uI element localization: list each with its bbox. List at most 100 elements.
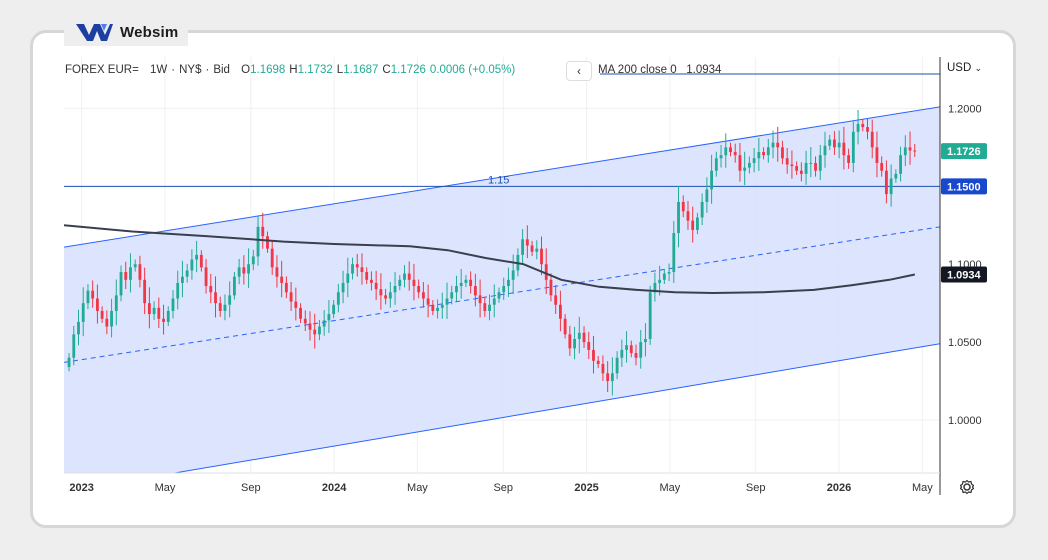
candle	[129, 253, 132, 293]
candle-body	[662, 273, 666, 280]
x-tick-label: Sep	[241, 482, 261, 494]
candle-body	[549, 279, 553, 296]
collapse-legend-button[interactable]: ‹	[566, 61, 592, 81]
candle-body	[336, 292, 340, 305]
candle-body	[483, 303, 487, 311]
candle	[861, 119, 865, 132]
candle	[582, 326, 586, 349]
candle	[577, 316, 581, 354]
candle	[346, 257, 350, 298]
candle-body	[729, 147, 732, 153]
candle-body	[747, 162, 751, 168]
candle	[388, 281, 392, 308]
ma-price-badge-text: 1.0934	[947, 270, 982, 282]
plot-area: 1.15	[64, 57, 940, 473]
candle-body	[880, 162, 884, 171]
candle-body	[355, 264, 359, 268]
candle	[469, 271, 473, 294]
legend-interval[interactable]: 1W	[150, 64, 168, 76]
candle-body	[426, 298, 430, 305]
candle	[563, 314, 567, 339]
candle-body	[360, 267, 364, 273]
candle-body	[294, 301, 298, 308]
candle	[119, 265, 123, 302]
candle-body	[856, 123, 860, 132]
last-price-badge-bg	[941, 143, 987, 160]
candle	[384, 288, 388, 305]
candle	[903, 135, 907, 167]
x-tick-label: May	[407, 482, 428, 494]
candle	[204, 258, 208, 294]
candle-body	[299, 307, 302, 319]
candle	[771, 130, 775, 159]
candle-body	[72, 334, 76, 358]
candle	[766, 138, 770, 163]
candle-body	[724, 147, 728, 156]
ma200-line	[64, 224, 916, 295]
legend-symbol[interactable]: FOREX EUR=	[65, 64, 139, 76]
candle	[124, 261, 128, 290]
candle-body	[440, 304, 444, 308]
legend-exchange: NY$	[179, 64, 202, 76]
candle-body	[204, 267, 208, 287]
candle	[214, 276, 217, 318]
candle	[176, 270, 180, 310]
candle-body	[903, 147, 907, 156]
candle-body	[691, 220, 695, 230]
candle-body	[847, 155, 851, 163]
candle	[502, 277, 506, 300]
candle	[677, 186, 680, 248]
candle-body	[658, 279, 662, 283]
candle	[332, 300, 336, 319]
candle	[804, 150, 808, 185]
candle	[327, 300, 331, 333]
candle	[417, 279, 421, 299]
candle-body	[247, 264, 251, 274]
candle	[336, 283, 340, 313]
channel-upper-line	[64, 106, 940, 248]
candle-body	[672, 233, 676, 273]
candle	[842, 126, 846, 170]
candle	[696, 212, 699, 235]
candle-body	[653, 282, 657, 293]
legend-change: 0.0006 (+0.05%)	[429, 64, 516, 76]
candle-body	[318, 326, 321, 335]
candle	[738, 143, 742, 182]
candle-body	[492, 298, 496, 305]
ma-legend-value: 1.0934	[686, 64, 722, 76]
candle	[729, 142, 732, 157]
candle	[785, 147, 789, 174]
candle	[431, 300, 435, 316]
legend-open-value: 1.1698	[250, 64, 286, 76]
candle	[743, 151, 747, 186]
candle-body	[195, 254, 199, 260]
candle-body	[719, 155, 723, 159]
candle-body	[374, 282, 378, 290]
candle-body	[199, 254, 203, 268]
candle-body	[625, 345, 628, 350]
candle-body	[308, 323, 312, 330]
currency-selector[interactable]: USD ⌄	[947, 62, 982, 74]
candle	[209, 273, 213, 304]
brand-name: Websim	[120, 23, 179, 41]
candle-body	[379, 289, 383, 296]
candle	[554, 285, 558, 314]
candle	[143, 267, 147, 315]
candle-body	[828, 139, 832, 146]
candle	[875, 131, 879, 178]
settings-gear-icon[interactable]	[958, 478, 976, 496]
candle-body	[677, 201, 680, 234]
candle	[889, 164, 893, 207]
candle	[752, 147, 756, 173]
candle-body	[450, 292, 454, 299]
y-tick-label: 1.0000	[948, 415, 982, 427]
ma-legend[interactable]: MA 200 close 0 1.0934	[598, 64, 721, 76]
candle-body	[913, 150, 917, 152]
candle-body	[535, 248, 539, 252]
candle-body	[577, 332, 581, 340]
candle	[464, 275, 468, 288]
chevron-down-icon: ⌄	[974, 63, 983, 73]
candle-body	[799, 170, 803, 174]
candle-body	[861, 123, 865, 128]
